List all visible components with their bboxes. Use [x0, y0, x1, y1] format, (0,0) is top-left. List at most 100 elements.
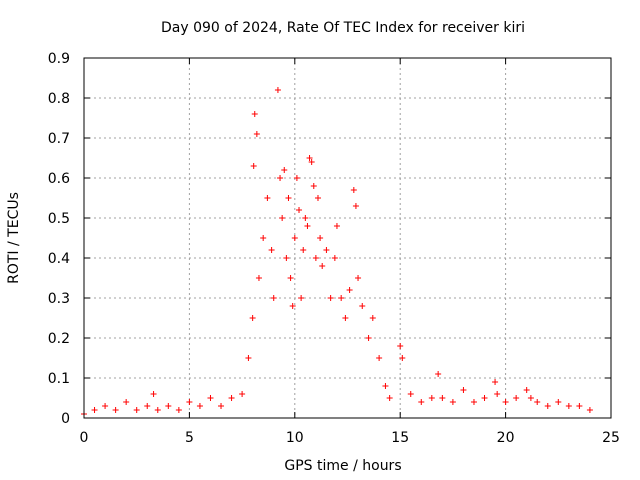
data-point	[449, 399, 456, 405]
data-point	[544, 403, 551, 409]
data-point	[264, 195, 271, 201]
data-point	[331, 255, 338, 261]
data-point	[342, 315, 349, 321]
data-point	[418, 399, 425, 405]
data-point	[369, 315, 376, 321]
y-tick-label: 0.8	[48, 91, 70, 107]
data-point	[123, 399, 130, 405]
data-point	[207, 395, 214, 401]
data-point	[296, 207, 303, 213]
data-point	[494, 391, 501, 397]
grid-lines	[84, 58, 611, 418]
data-point	[365, 335, 372, 341]
y-tick-label: 0.2	[48, 331, 70, 347]
data-point	[249, 315, 256, 321]
data-point	[355, 275, 362, 281]
data-point	[565, 403, 572, 409]
data-point	[283, 255, 290, 261]
data-point	[492, 379, 499, 385]
data-point	[251, 111, 258, 117]
data-point	[386, 395, 393, 401]
data-point	[144, 403, 151, 409]
data-point	[407, 391, 414, 397]
y-axis-label: ROTI / TECUs	[6, 192, 22, 284]
data-point	[154, 407, 161, 413]
data-point	[306, 155, 313, 161]
data-point	[352, 203, 359, 209]
y-tick-label: 0.5	[48, 211, 70, 227]
data-point	[133, 407, 140, 413]
y-tick-label: 0.7	[48, 131, 70, 147]
data-point	[350, 187, 357, 193]
data-point	[289, 303, 296, 309]
y-tick-label: 0	[61, 411, 70, 427]
y-tick-label: 0.9	[48, 51, 70, 67]
data-point	[250, 163, 257, 169]
data-point	[91, 407, 98, 413]
data-point	[270, 295, 277, 301]
data-point	[502, 399, 509, 405]
data-point	[274, 87, 281, 93]
data-point	[314, 195, 321, 201]
data-point	[112, 407, 119, 413]
data-point	[281, 167, 288, 173]
data-point	[435, 371, 442, 377]
data-point	[481, 395, 488, 401]
data-point	[228, 395, 235, 401]
data-point	[298, 295, 305, 301]
x-tick-label: 15	[391, 430, 409, 446]
data-point	[245, 355, 252, 361]
data-point	[287, 275, 294, 281]
data-point	[399, 355, 406, 361]
data-point	[277, 175, 284, 181]
x-tick-label: 20	[497, 430, 515, 446]
x-tick-label: 25	[602, 430, 620, 446]
data-point	[293, 175, 300, 181]
data-point	[302, 215, 309, 221]
data-point	[186, 399, 193, 405]
data-point	[333, 223, 340, 229]
data-point	[586, 407, 593, 413]
data-point	[165, 403, 172, 409]
data-point	[255, 275, 262, 281]
data-point	[312, 255, 319, 261]
data-point	[576, 403, 583, 409]
data-point	[239, 391, 246, 397]
data-point	[460, 387, 467, 393]
data-point	[291, 235, 298, 241]
y-tick-label: 0.1	[48, 371, 70, 387]
data-point	[304, 223, 311, 229]
data-point	[428, 395, 435, 401]
y-tick-label: 0.6	[48, 171, 70, 187]
data-point	[323, 247, 330, 253]
y-tick-label: 0.4	[48, 251, 70, 267]
data-point	[513, 395, 520, 401]
data-point	[382, 383, 389, 389]
data-point	[308, 159, 315, 165]
y-tick-label: 0.3	[48, 291, 70, 307]
data-point	[102, 403, 109, 409]
data-point	[150, 391, 157, 397]
data-point	[439, 395, 446, 401]
data-point	[346, 287, 353, 293]
data-points	[81, 87, 593, 417]
data-point	[534, 399, 541, 405]
data-point	[338, 295, 345, 301]
data-point	[253, 131, 260, 137]
data-point	[523, 387, 530, 393]
data-point	[175, 407, 182, 413]
data-point	[555, 399, 562, 405]
data-point	[196, 403, 203, 409]
chart-title: Day 090 of 2024, Rate Of TEC Index for r…	[161, 20, 525, 36]
data-point	[218, 403, 225, 409]
x-tick-label: 0	[80, 430, 89, 446]
data-point	[327, 295, 334, 301]
x-tick-label: 10	[286, 430, 304, 446]
data-point	[300, 247, 307, 253]
plot-frame	[83, 57, 612, 419]
data-point	[268, 247, 275, 253]
data-point	[310, 183, 317, 189]
data-point	[285, 195, 292, 201]
data-point	[260, 235, 267, 241]
